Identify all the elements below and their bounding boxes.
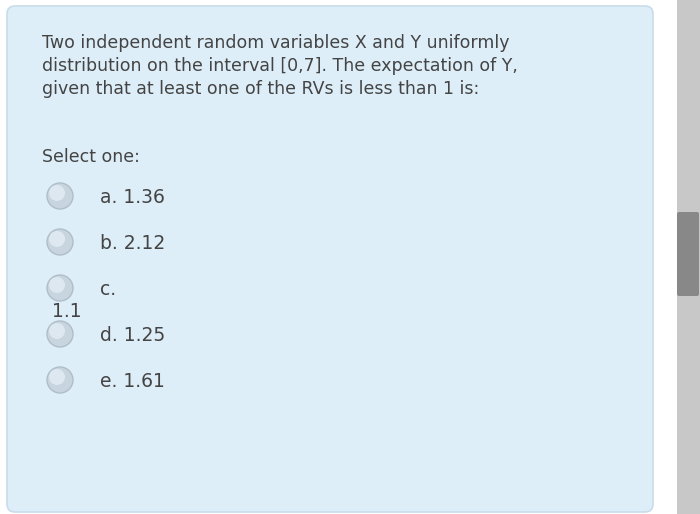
Circle shape	[47, 367, 73, 393]
FancyBboxPatch shape	[7, 6, 653, 512]
Circle shape	[49, 323, 65, 339]
Text: given that at least one of the RVs is less than 1 is:: given that at least one of the RVs is le…	[42, 80, 480, 98]
Bar	[677, 0, 700, 514]
Text: 1.1: 1.1	[52, 302, 82, 321]
Text: distribution on the interval [0,7]. The expectation of Y,: distribution on the interval [0,7]. The …	[42, 57, 518, 75]
Text: c.: c.	[100, 280, 116, 299]
Circle shape	[49, 277, 65, 293]
Circle shape	[47, 183, 73, 209]
Circle shape	[49, 185, 65, 201]
Circle shape	[47, 229, 73, 255]
Circle shape	[49, 369, 65, 385]
Text: e. 1.61: e. 1.61	[100, 372, 165, 391]
Text: Select one:: Select one:	[42, 148, 140, 166]
FancyBboxPatch shape	[677, 212, 699, 296]
Text: d. 1.25: d. 1.25	[100, 326, 165, 345]
Text: a. 1.36: a. 1.36	[100, 188, 165, 207]
Circle shape	[49, 231, 65, 247]
Text: Two independent random variables X and Y uniformly: Two independent random variables X and Y…	[42, 34, 510, 52]
Text: b. 2.12: b. 2.12	[100, 234, 165, 253]
Circle shape	[47, 321, 73, 347]
Circle shape	[47, 275, 73, 301]
